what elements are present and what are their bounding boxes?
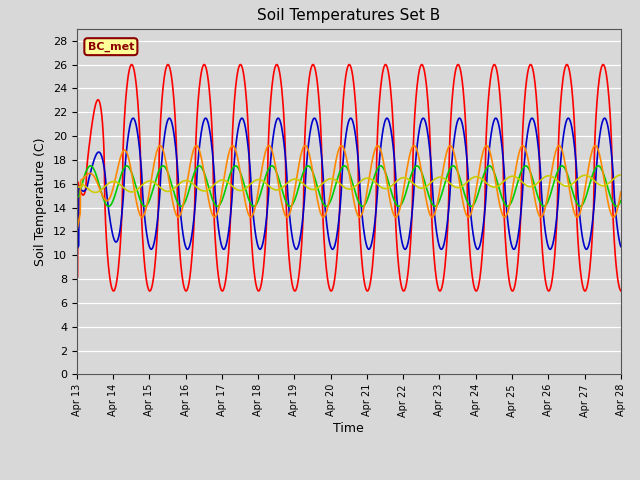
- -8cm: [255, 194, 263, 200]
- -2cm: [255, 288, 263, 293]
- Line: -4cm: -4cm: [77, 118, 621, 249]
- Line: -8cm: -8cm: [77, 166, 621, 206]
- -16cm: [617, 189, 625, 195]
- -8cm: [181, 199, 189, 205]
- -8cm: [505, 203, 513, 209]
- -8cm: [73, 195, 81, 201]
- -2cm: [180, 286, 188, 292]
- -32cm: [92, 190, 99, 195]
- -16cm: [553, 146, 561, 152]
- -8cm: [177, 204, 185, 209]
- -16cm: [505, 206, 513, 212]
- -32cm: [617, 172, 625, 178]
- -4cm: [552, 220, 560, 226]
- -8cm: [617, 198, 625, 204]
- Text: BC_met: BC_met: [88, 42, 134, 52]
- -2cm: [505, 276, 513, 282]
- -16cm: [73, 228, 81, 234]
- -16cm: [180, 195, 188, 201]
- -2cm: [73, 276, 81, 282]
- Line: -2cm: -2cm: [77, 64, 621, 291]
- -16cm: [255, 186, 262, 192]
- -2cm: [617, 288, 625, 294]
- -2cm: [195, 98, 202, 104]
- X-axis label: Time: Time: [333, 422, 364, 435]
- -32cm: [505, 175, 513, 180]
- Y-axis label: Soil Temperature (C): Soil Temperature (C): [35, 137, 47, 266]
- -2cm: [200, 61, 208, 67]
- Line: -16cm: -16cm: [77, 145, 621, 231]
- -8cm: [553, 170, 561, 176]
- -32cm: [553, 177, 561, 183]
- -32cm: [181, 178, 189, 183]
- -8cm: [195, 163, 202, 169]
- -4cm: [194, 161, 202, 167]
- -32cm: [195, 186, 202, 192]
- -4cm: [504, 222, 512, 228]
- -2cm: [182, 288, 190, 294]
- -2cm: [434, 284, 442, 290]
- -8cm: [195, 163, 203, 169]
- -16cm: [434, 200, 442, 206]
- -4cm: [180, 240, 188, 246]
- -16cm: [194, 144, 202, 149]
- -4cm: [601, 115, 609, 121]
- -4cm: [73, 246, 81, 252]
- Title: Soil Temperatures Set B: Soil Temperatures Set B: [257, 9, 440, 24]
- -32cm: [73, 184, 81, 190]
- -16cm: [374, 143, 381, 148]
- -4cm: [433, 233, 441, 239]
- -8cm: [434, 201, 442, 207]
- -2cm: [553, 215, 561, 220]
- -4cm: [255, 245, 262, 251]
- Line: -32cm: -32cm: [77, 175, 621, 192]
- -32cm: [434, 175, 442, 180]
- -32cm: [255, 177, 263, 182]
- -4cm: [617, 244, 625, 250]
